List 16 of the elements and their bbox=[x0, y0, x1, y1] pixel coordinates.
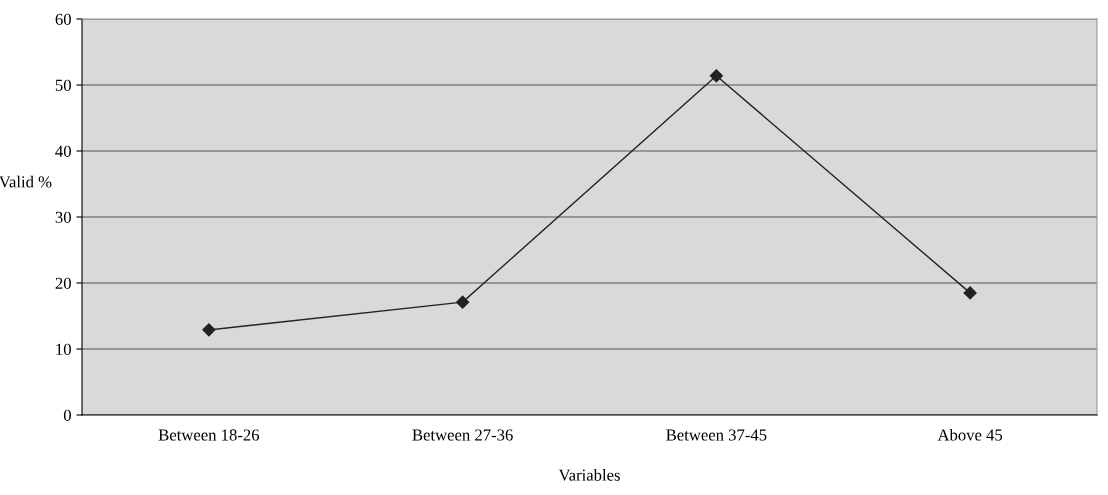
x-tick-label: Between 18-26 bbox=[158, 429, 260, 441]
y-tick-label: 60 bbox=[55, 13, 71, 25]
y-tick-label: 50 bbox=[55, 79, 71, 91]
y-tick-label: 40 bbox=[55, 145, 71, 157]
point bbox=[963, 286, 977, 300]
point bbox=[709, 69, 723, 83]
point bbox=[202, 323, 216, 337]
x-tick-label: Between 27-36 bbox=[412, 429, 513, 441]
y-tick-label: 10 bbox=[56, 343, 71, 355]
y-tick-label: 30 bbox=[55, 211, 71, 223]
x-tick-label: Between 37-45 bbox=[666, 429, 767, 441]
point bbox=[456, 295, 470, 309]
x-tick-label: Above 45 bbox=[937, 428, 1003, 441]
y-tick-label: 20 bbox=[55, 277, 71, 289]
y-tick-label: 0 bbox=[63, 409, 71, 421]
x-axis-title: Variables bbox=[558, 469, 620, 481]
